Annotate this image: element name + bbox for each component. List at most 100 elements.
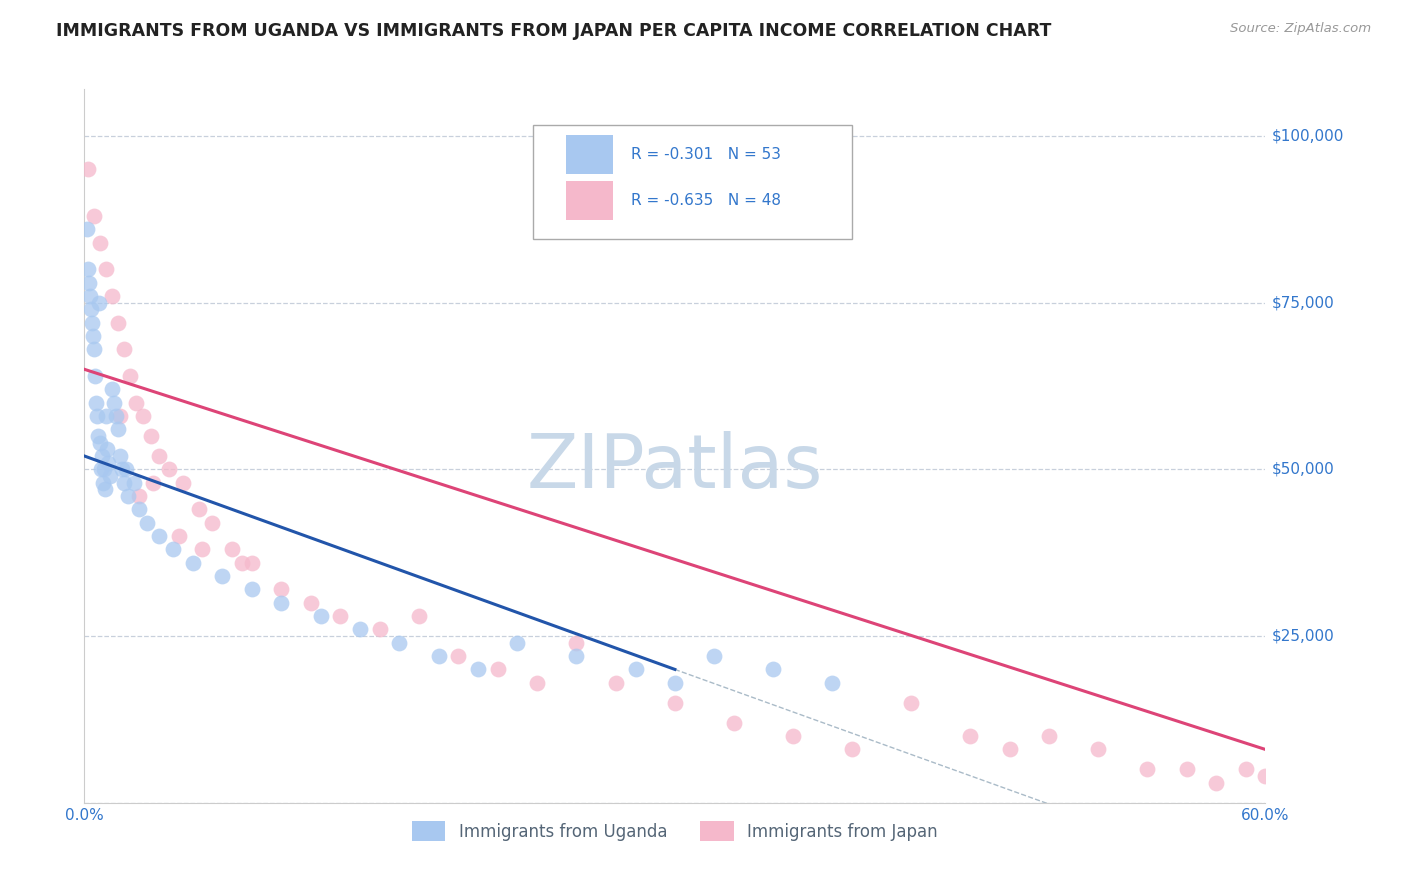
Point <box>723 715 745 730</box>
Point <box>299 596 322 610</box>
Point <box>1175 763 1198 777</box>
Point <box>80 302 103 317</box>
Point <box>107 422 129 436</box>
Point <box>664 675 686 690</box>
FancyBboxPatch shape <box>533 125 852 239</box>
Point <box>142 475 165 490</box>
Point <box>900 696 922 710</box>
Bar <box>567 181 613 220</box>
Point <box>309 609 332 624</box>
Text: ZIPatlas: ZIPatlas <box>527 431 823 504</box>
Point <box>101 382 124 396</box>
Point <box>1038 729 1060 743</box>
Point <box>97 456 120 470</box>
Text: R = -0.635   N = 48: R = -0.635 N = 48 <box>631 193 782 208</box>
Point <box>82 329 104 343</box>
Point <box>172 475 194 490</box>
Point <box>76 222 98 236</box>
Point <box>1254 769 1277 783</box>
Point <box>1205 776 1227 790</box>
Point <box>128 489 150 503</box>
Point <box>841 742 863 756</box>
Point <box>77 162 100 177</box>
Text: Source: ZipAtlas.com: Source: ZipAtlas.com <box>1230 22 1371 36</box>
Point <box>93 462 115 476</box>
Point <box>89 235 111 250</box>
Point <box>191 542 214 557</box>
Point <box>388 636 411 650</box>
Point <box>114 462 136 476</box>
Point <box>112 475 135 490</box>
Point <box>1087 742 1109 756</box>
Point <box>565 649 588 664</box>
Point <box>231 556 253 570</box>
Point <box>762 662 785 676</box>
Point <box>136 516 159 530</box>
Point <box>162 542 184 557</box>
Point <box>427 649 450 664</box>
Text: IMMIGRANTS FROM UGANDA VS IMMIGRANTS FROM JAPAN PER CAPITA INCOME CORRELATION CH: IMMIGRANTS FROM UGANDA VS IMMIGRANTS FRO… <box>56 22 1052 40</box>
Point <box>82 316 104 330</box>
Point <box>486 662 509 676</box>
Text: $25,000: $25,000 <box>1271 629 1334 643</box>
Point <box>83 343 105 357</box>
Point <box>117 489 139 503</box>
Point <box>447 649 470 664</box>
Point <box>132 409 155 423</box>
Point <box>96 442 118 457</box>
Point <box>84 395 107 409</box>
Point <box>506 636 529 650</box>
Text: $50,000: $50,000 <box>1271 462 1334 477</box>
Point <box>91 475 114 490</box>
Point <box>181 556 204 570</box>
Point <box>998 742 1021 756</box>
Point <box>526 675 548 690</box>
Point <box>108 409 131 423</box>
Point <box>624 662 647 676</box>
Point <box>128 502 150 516</box>
Point <box>108 449 131 463</box>
Point <box>148 529 170 543</box>
Point <box>408 609 430 624</box>
Point <box>368 623 391 637</box>
Bar <box>567 135 613 174</box>
Point <box>1234 763 1257 777</box>
Point <box>87 295 111 310</box>
Point <box>87 429 110 443</box>
Point <box>107 316 129 330</box>
Point <box>77 262 100 277</box>
Point <box>111 462 134 476</box>
Point <box>240 556 263 570</box>
Point <box>664 696 686 710</box>
Point <box>565 636 588 650</box>
Point <box>605 675 627 690</box>
Point <box>79 289 101 303</box>
Legend: Immigrants from Uganda, Immigrants from Japan: Immigrants from Uganda, Immigrants from … <box>405 814 945 848</box>
Point <box>89 435 111 450</box>
Point <box>94 483 117 497</box>
Point <box>98 469 121 483</box>
Point <box>94 409 117 423</box>
Point <box>79 276 101 290</box>
Point <box>122 475 145 490</box>
Point <box>211 569 233 583</box>
Point <box>329 609 352 624</box>
Point <box>201 516 224 530</box>
Point <box>86 409 108 423</box>
Point <box>349 623 371 637</box>
Point <box>782 729 804 743</box>
Point <box>187 502 209 516</box>
Point <box>141 429 163 443</box>
Point <box>1136 763 1159 777</box>
Point <box>157 462 180 476</box>
Text: $100,000: $100,000 <box>1271 128 1344 144</box>
Point <box>240 582 263 597</box>
Point <box>703 649 725 664</box>
Point <box>112 343 135 357</box>
Point <box>91 449 114 463</box>
Point <box>118 368 141 383</box>
Point <box>124 395 146 409</box>
Point <box>270 596 292 610</box>
Point <box>83 209 105 223</box>
Point <box>959 729 981 743</box>
